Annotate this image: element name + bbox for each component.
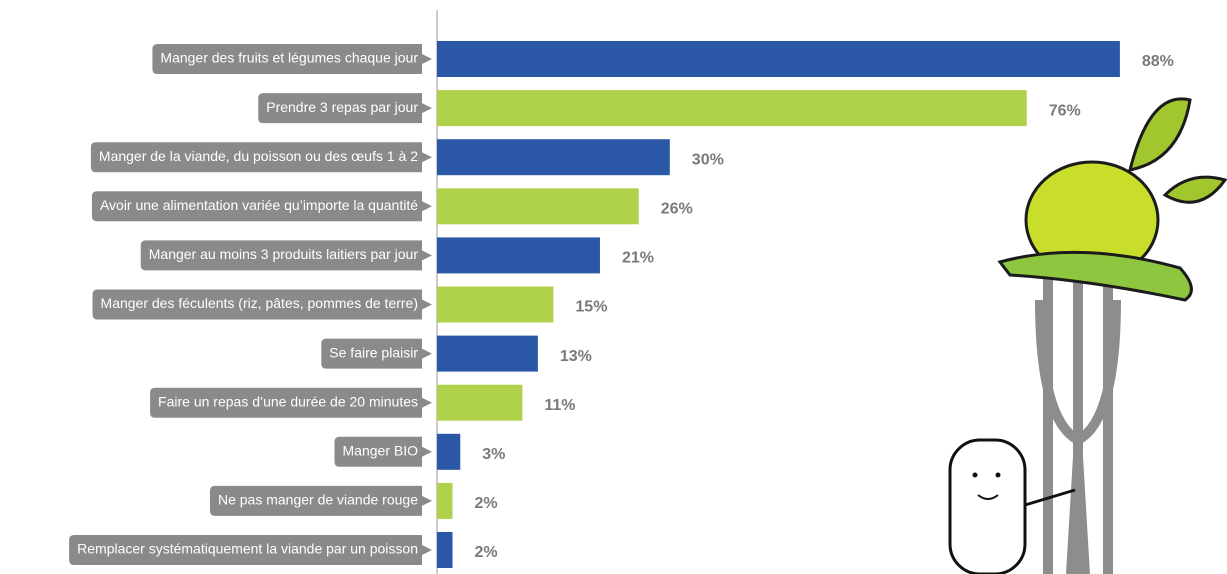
- category-label: Manger des féculents (riz, pâtes, pommes…: [101, 295, 418, 311]
- category-label: Ne pas manger de viande rouge: [218, 492, 418, 508]
- category-label: Manger des fruits et légumes chaque jour: [160, 50, 418, 66]
- label-box: [69, 535, 432, 565]
- bar: [437, 139, 670, 176]
- bar: [437, 335, 538, 372]
- label-box: [209, 485, 432, 516]
- value-label: 3%: [482, 446, 505, 463]
- value-label: 2%: [475, 544, 498, 561]
- label-box: [90, 142, 432, 173]
- value-label: 26%: [661, 201, 693, 218]
- bar: [437, 41, 1120, 77]
- bar: [437, 384, 523, 421]
- label-box: [321, 338, 432, 369]
- label-box: [334, 436, 432, 467]
- label-box: [152, 44, 432, 74]
- label-box: [140, 240, 432, 271]
- value-label: 88%: [1142, 53, 1174, 70]
- category-label: Se faire plaisir: [329, 344, 418, 360]
- bar: [437, 237, 600, 274]
- bar: [437, 188, 639, 225]
- value-label: 11%: [544, 397, 575, 414]
- value-label: 21%: [622, 250, 654, 267]
- category-label: Remplacer systématiquement la viande par…: [77, 541, 418, 557]
- category-label: Prendre 3 repas par jour: [266, 99, 418, 115]
- label-box: [258, 93, 432, 124]
- bar: [437, 90, 1027, 127]
- category-label: Faire un repas d’une durée de 20 minutes: [158, 393, 418, 409]
- label-box: [92, 289, 432, 320]
- bar: [437, 286, 554, 323]
- category-label: Avoir une alimentation variée qu’importe…: [100, 197, 418, 213]
- label-box: [150, 387, 432, 418]
- category-label: Manger au moins 3 produits laitiers par …: [149, 246, 419, 262]
- category-label: Manger BIO: [343, 443, 419, 459]
- value-label: 13%: [560, 348, 592, 365]
- bar: [437, 532, 453, 568]
- value-label: 2%: [475, 495, 498, 512]
- illustration: [948, 97, 1227, 574]
- label-box: [91, 191, 432, 222]
- bar: [437, 433, 461, 470]
- bar: [437, 482, 453, 519]
- value-label: 30%: [692, 151, 724, 168]
- value-label: 76%: [1049, 102, 1081, 119]
- category-label: Manger de la viande, du poisson ou des œ…: [99, 148, 418, 164]
- value-label: 15%: [575, 299, 607, 316]
